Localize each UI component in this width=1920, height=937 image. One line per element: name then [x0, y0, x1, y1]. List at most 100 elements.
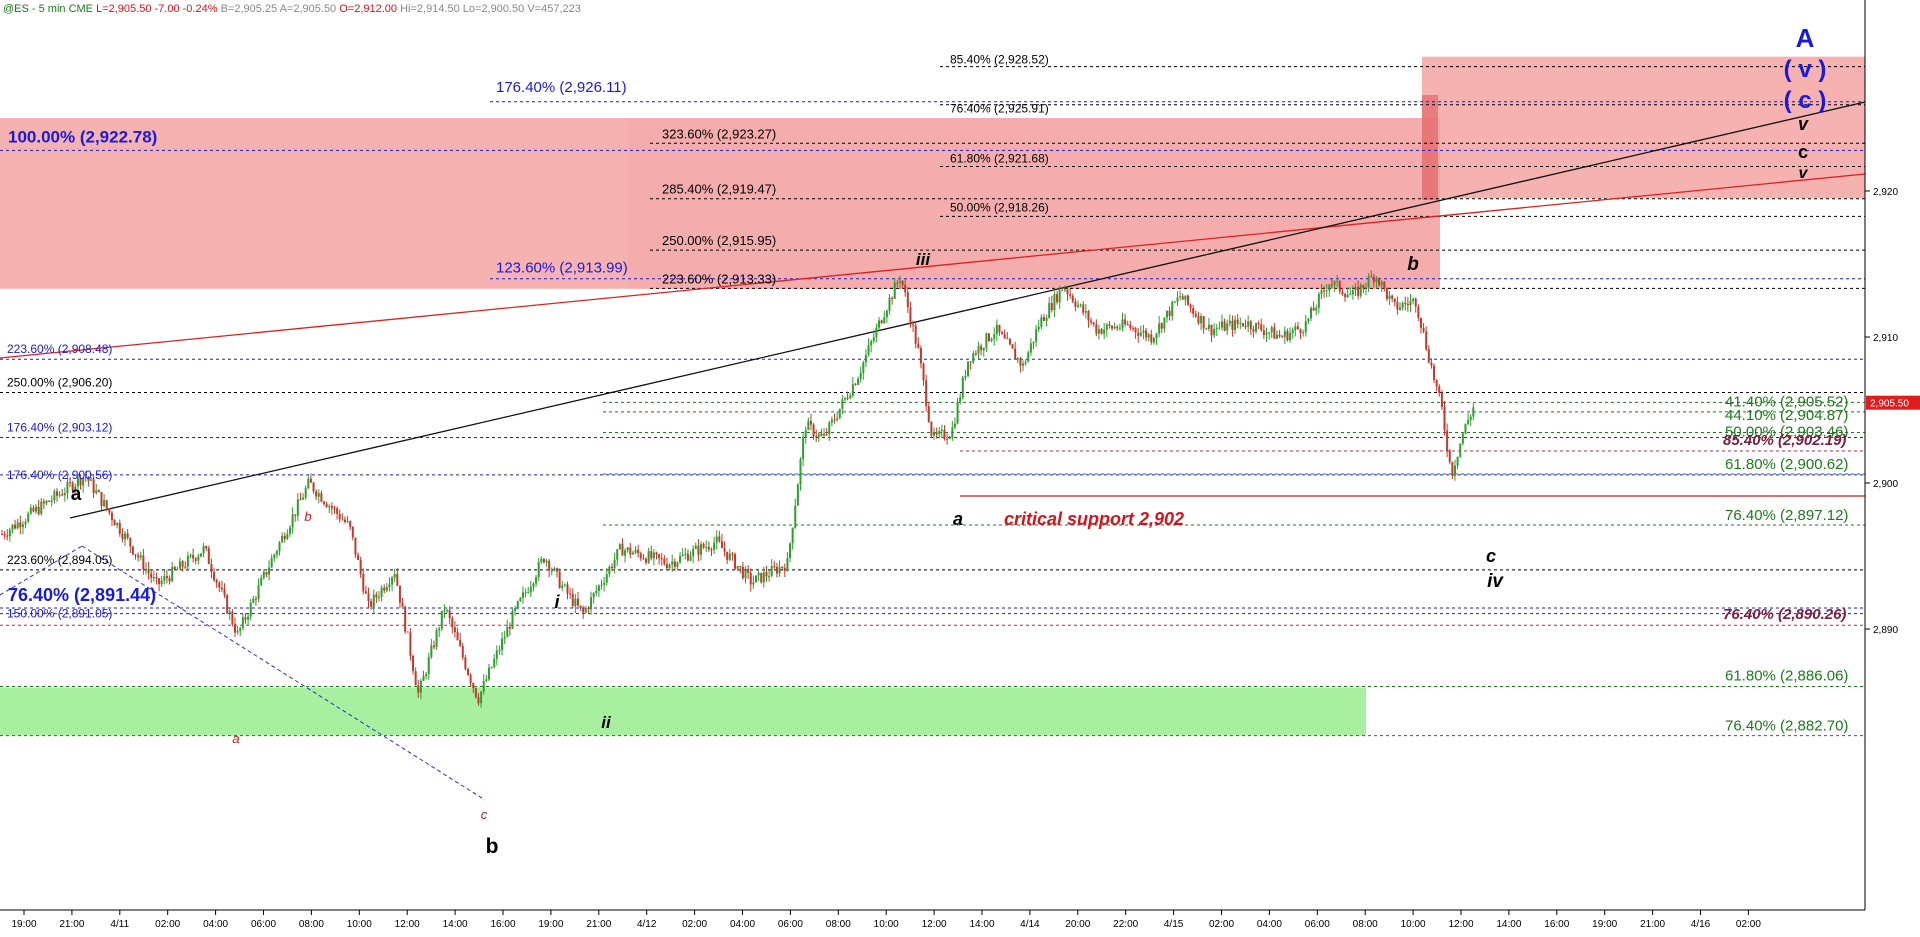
candle-body: [1425, 331, 1428, 350]
candle-body: [896, 282, 899, 284]
candle-body: [1129, 324, 1132, 328]
candle-body: [446, 610, 449, 612]
candle-body: [343, 519, 346, 522]
wave-label: a: [71, 484, 82, 505]
candle-body: [184, 566, 187, 568]
candle-body: [668, 564, 671, 569]
candle-body: [19, 522, 22, 528]
x-tick-label: 10:00: [347, 919, 372, 930]
candle-body: [1283, 330, 1286, 338]
wave-label: iii: [916, 250, 931, 269]
candle-body: [330, 506, 333, 509]
candle-body: [45, 500, 48, 504]
candle-body: [1289, 332, 1292, 341]
candle-body: [550, 570, 553, 572]
candle-body: [1244, 325, 1247, 327]
candle-body: [1090, 320, 1093, 323]
candle-body: [836, 418, 839, 420]
candle-body: [425, 674, 428, 676]
candle-body: [608, 566, 611, 575]
candle-body: [796, 484, 799, 506]
candle-body: [956, 402, 959, 424]
fib-level-label: 323.60% (2,923.27): [662, 126, 776, 141]
candle-body: [807, 420, 810, 431]
candle-body: [1338, 280, 1341, 292]
candle-body: [1396, 302, 1399, 310]
candle-body: [103, 500, 106, 507]
candle-body: [959, 397, 962, 403]
candle-body: [417, 685, 420, 693]
candle-body: [37, 506, 40, 514]
candle-body: [710, 549, 713, 551]
candle-body: [241, 617, 244, 628]
candle-body: [744, 568, 747, 579]
candle-body: [1375, 277, 1378, 283]
candle-body: [1082, 304, 1085, 313]
candle-body: [1181, 296, 1184, 300]
fib-level-label: 85.40% (2,928.52): [950, 53, 1049, 67]
candle-body: [1155, 333, 1158, 339]
candle-body: [569, 593, 572, 595]
candle-body: [336, 508, 339, 514]
x-tick-label: 06:00: [251, 919, 276, 930]
chart-header: @ES - 5 min CME L=2,905.50 -7.00 -0.24% …: [3, 3, 581, 15]
candle-body: [477, 697, 480, 704]
candle-body: [312, 482, 315, 492]
candle-body: [320, 493, 323, 502]
candle-body: [8, 529, 11, 536]
candle-body: [480, 691, 483, 704]
candle-body: [84, 477, 87, 479]
candle-body: [1320, 290, 1323, 295]
candle-body: [1364, 287, 1367, 289]
candle-body: [152, 577, 155, 579]
candle-body: [519, 597, 522, 602]
candle-body: [393, 574, 396, 578]
candle-body: [778, 566, 781, 574]
candle-body: [1226, 323, 1229, 331]
candle-body: [341, 519, 344, 521]
candle-body: [498, 650, 501, 652]
candle-body: [171, 566, 174, 582]
candle-body: [1215, 328, 1218, 330]
candle-body: [558, 571, 561, 588]
candle-body: [226, 595, 229, 614]
candle-body: [129, 537, 132, 547]
candle-body: [1296, 326, 1299, 330]
candle-body: [684, 553, 687, 555]
candle-body: [179, 561, 182, 569]
candle-body: [679, 555, 682, 563]
fib-level-label: 100.00% (2,922.78): [8, 127, 157, 146]
candle-body: [1464, 423, 1467, 434]
candle-body: [11, 524, 14, 530]
candle-body: [532, 583, 535, 587]
candle-body: [1197, 316, 1200, 324]
x-tick-label: 10:00: [874, 919, 899, 930]
candle-body: [781, 566, 784, 568]
candle-body: [14, 524, 17, 529]
candle-body: [694, 545, 697, 549]
candle-body: [582, 608, 585, 613]
candle-body: [92, 479, 95, 494]
candle-body: [1166, 310, 1169, 318]
candle-body: [1042, 317, 1045, 321]
candle-body: [1273, 327, 1276, 339]
candle-body: [919, 347, 922, 364]
candle-body: [741, 566, 744, 579]
candle-body: [427, 657, 430, 675]
candle-body: [1231, 320, 1234, 331]
candle-body: [220, 587, 223, 590]
candle-body: [838, 408, 841, 419]
candle-body: [600, 584, 603, 586]
candle-body: [1459, 443, 1462, 457]
candle-body: [124, 533, 127, 540]
wave-label: ( v ): [1784, 56, 1827, 83]
x-tick-label: 19:00: [11, 919, 36, 930]
x-tick-label: 4/14: [1020, 919, 1040, 930]
candle-body: [823, 433, 826, 436]
candle-body: [718, 536, 721, 542]
candle-body: [158, 578, 161, 585]
candle-body: [645, 558, 648, 563]
candle-body: [134, 554, 137, 556]
